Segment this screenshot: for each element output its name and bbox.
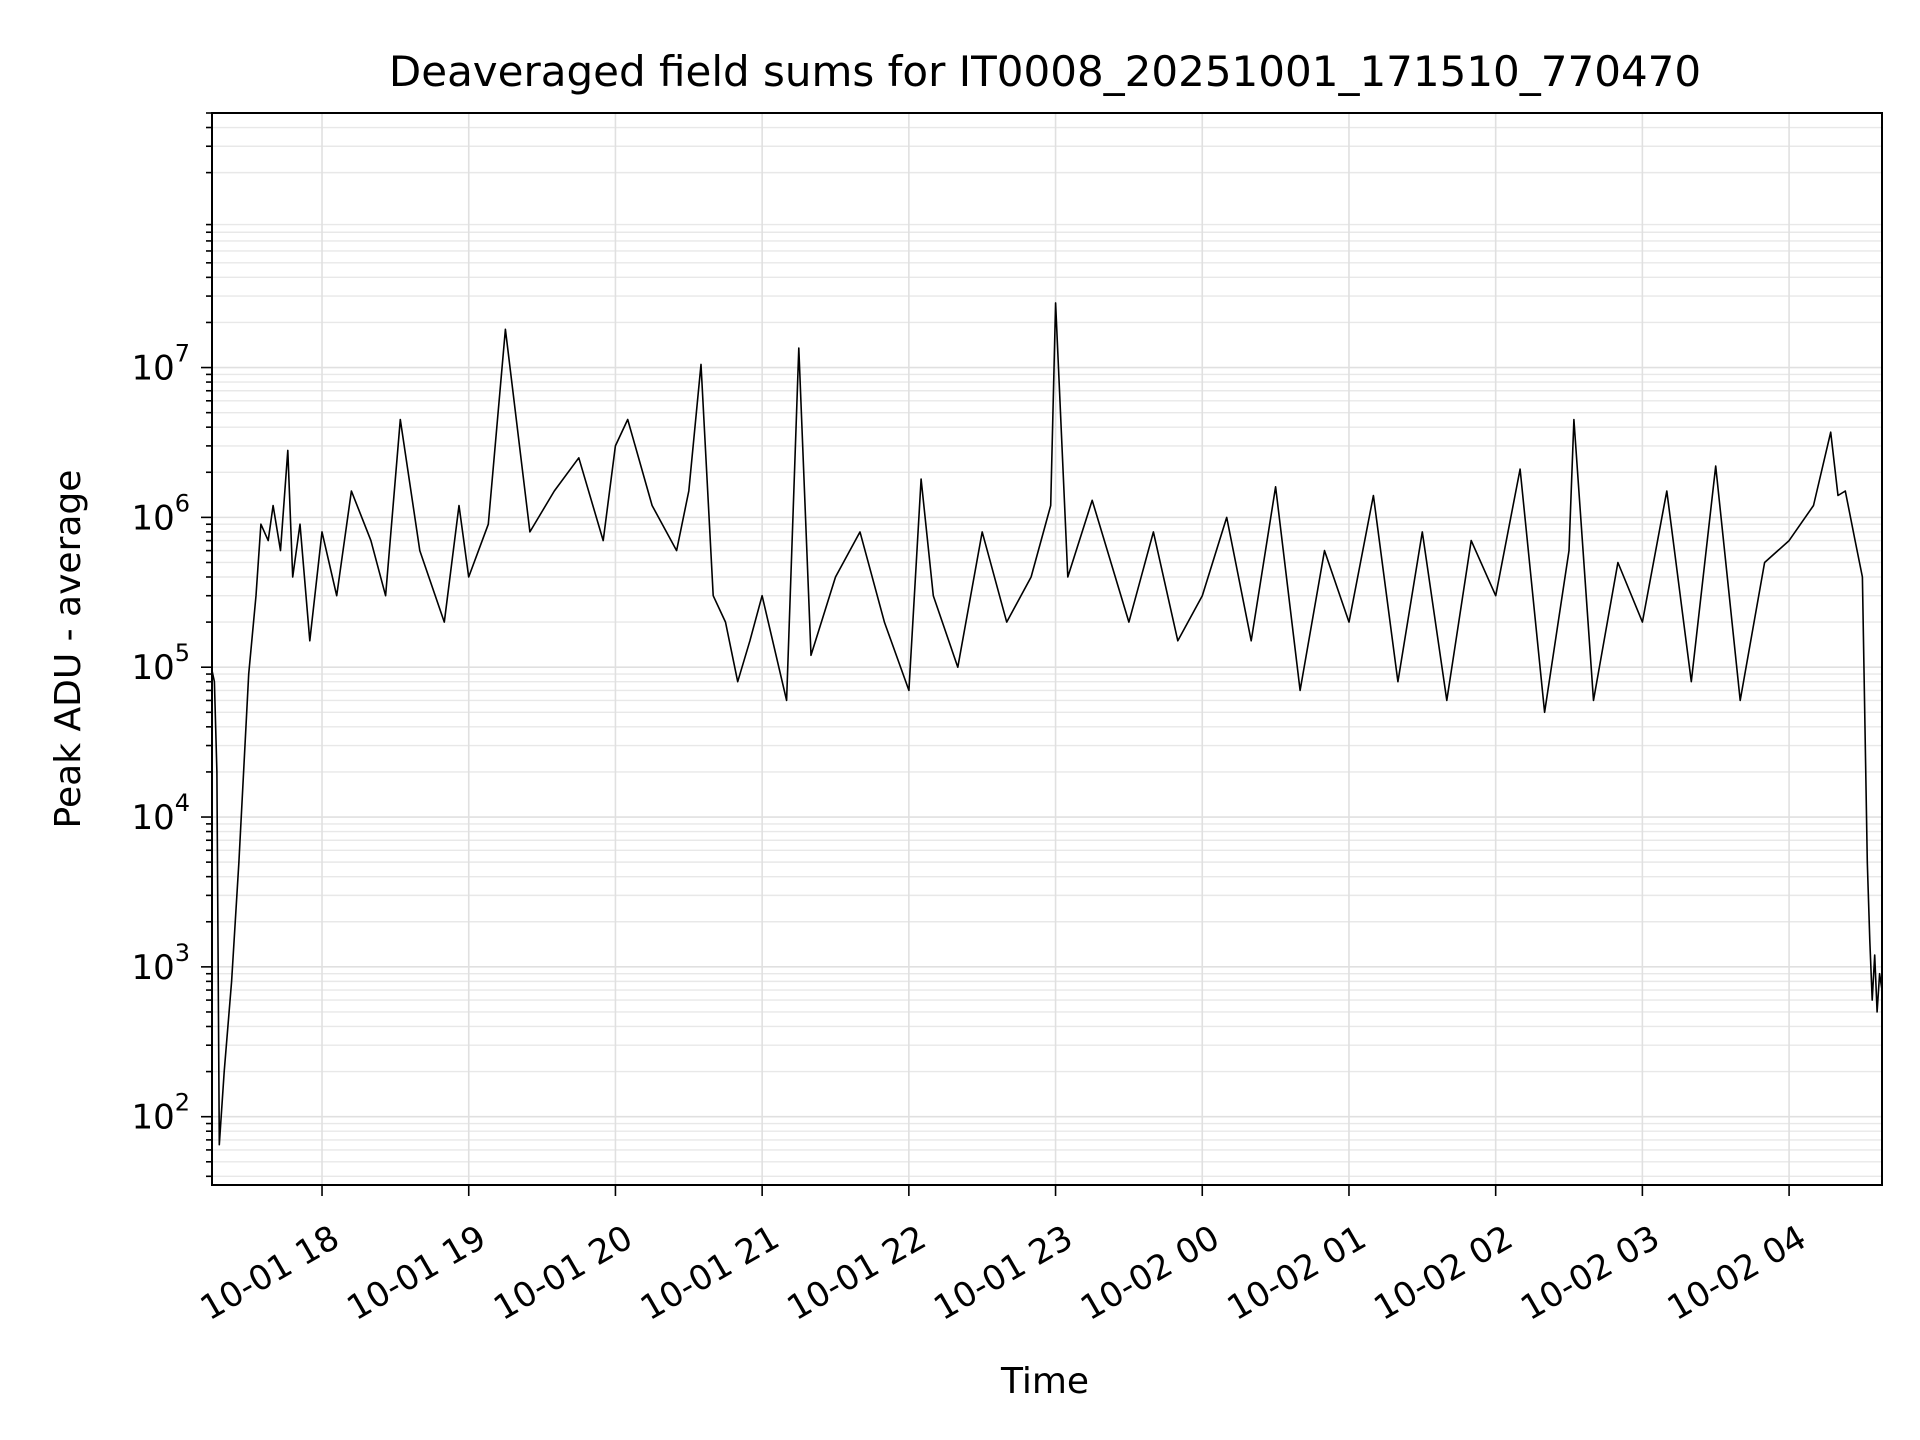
x-tick-label: 10-01 21 (634, 1218, 786, 1329)
y-tick-label: 105 (131, 639, 190, 688)
grid (212, 112, 1882, 1185)
plot-frame (211, 112, 1883, 1186)
y-tick-label: 103 (131, 939, 190, 988)
y-tick-label: 106 (131, 489, 190, 538)
y-tick-label: 107 (131, 340, 190, 389)
x-tick-label: 10-01 23 (927, 1218, 1079, 1329)
x-tick-label: 10-01 18 (194, 1218, 346, 1329)
y-tick-label: 102 (131, 1089, 190, 1138)
y-tick-label: 104 (131, 789, 190, 838)
x-tick-label: 10-01 22 (781, 1218, 933, 1329)
x-tick-label: 10-02 04 (1661, 1218, 1813, 1329)
x-tick-label: 10-02 00 (1074, 1218, 1226, 1329)
x-tick-label: 10-01 19 (340, 1218, 492, 1329)
x-tick-label: 10-01 20 (487, 1218, 639, 1329)
x-tick-label: 10-02 02 (1367, 1218, 1519, 1329)
y-axis: 102 103 104 105 106 107 (131, 112, 212, 1178)
x-tick-label: 10-02 03 (1514, 1218, 1666, 1329)
x-tick-label: 10-02 01 (1221, 1218, 1373, 1329)
x-axis-label: Time (1000, 1361, 1089, 1402)
y-axis-label: Peak ADU - average (48, 470, 89, 829)
series-line (211, 302, 1883, 1146)
series-group (211, 302, 1883, 1146)
chart-title: Deaveraged field sums for IT0008_2025100… (389, 47, 1701, 96)
